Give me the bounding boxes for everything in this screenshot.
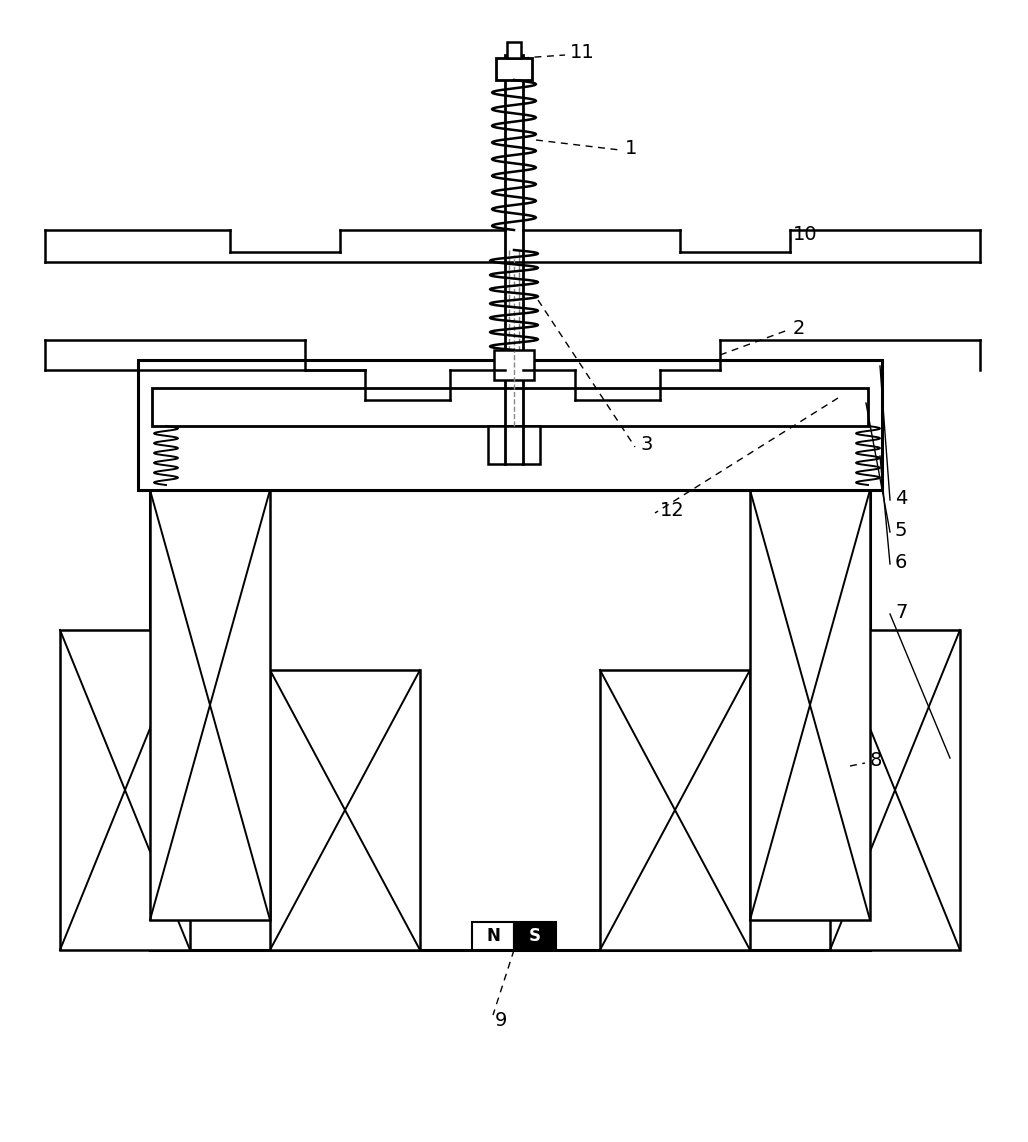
Text: 2: 2 bbox=[793, 319, 805, 338]
Bar bbox=[830, 630, 960, 950]
Bar bbox=[472, 922, 514, 950]
Bar bbox=[750, 490, 870, 920]
Text: 12: 12 bbox=[660, 500, 685, 520]
Bar bbox=[270, 670, 420, 950]
Bar bbox=[60, 630, 190, 950]
Bar bbox=[152, 388, 868, 426]
Text: 8: 8 bbox=[870, 750, 882, 770]
Bar bbox=[150, 490, 270, 920]
Text: 10: 10 bbox=[793, 225, 817, 244]
Bar bbox=[150, 490, 870, 950]
Text: 1: 1 bbox=[625, 138, 637, 158]
Bar bbox=[138, 360, 882, 490]
Bar bbox=[514, 922, 556, 950]
Bar bbox=[494, 349, 534, 380]
Text: 6: 6 bbox=[895, 553, 908, 571]
Bar bbox=[600, 670, 750, 950]
Bar bbox=[495, 58, 533, 80]
Text: 5: 5 bbox=[895, 521, 908, 539]
Text: 3: 3 bbox=[640, 435, 653, 455]
Text: N: N bbox=[486, 927, 500, 944]
Text: S: S bbox=[529, 927, 541, 944]
Bar bbox=[507, 42, 521, 58]
Text: 4: 4 bbox=[895, 489, 908, 507]
Bar bbox=[488, 426, 540, 464]
Text: 7: 7 bbox=[895, 603, 908, 621]
Text: 9: 9 bbox=[495, 1011, 508, 1029]
Text: 11: 11 bbox=[570, 43, 595, 63]
